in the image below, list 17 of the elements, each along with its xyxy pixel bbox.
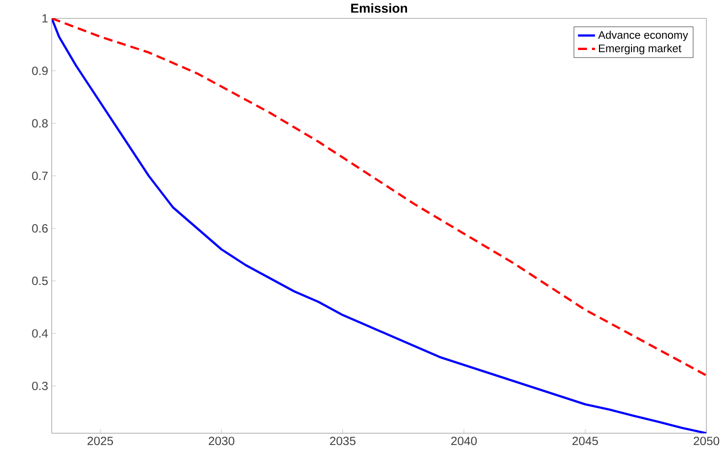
- x-tick-label: 2045: [572, 436, 598, 446]
- legend-label: Advance economy: [598, 30, 688, 41]
- y-tick-label: 0.9: [32, 66, 48, 76]
- y-tick-label: 0.4: [32, 329, 48, 338]
- y-tick-label: 0.8: [32, 119, 48, 128]
- x-tick-label: 2030: [208, 436, 234, 446]
- x-tick-label: 2025: [88, 436, 114, 446]
- y-tick-label: 0.3: [32, 382, 48, 390]
- y-tick-label: 0.7: [32, 172, 48, 180]
- y-tick-label: 1: [42, 14, 48, 22]
- x-tick-label: 2035: [330, 436, 356, 446]
- x-tick-label: 2050: [694, 436, 720, 446]
- legend-label: Emerging market: [599, 44, 682, 54]
- chart-title: Emission: [351, 3, 408, 13]
- y-tick-label: 0.5: [32, 276, 48, 286]
- y-tick-label: 0.6: [32, 224, 48, 233]
- x-tick-label: 2040: [451, 436, 477, 446]
